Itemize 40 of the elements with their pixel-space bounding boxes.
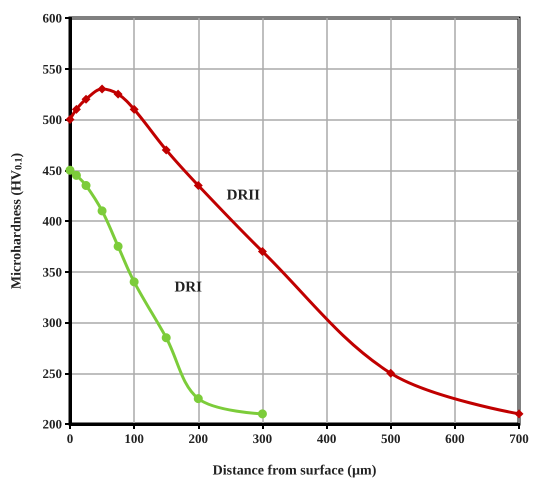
point bbox=[72, 170, 81, 180]
y-tick-label: 400 bbox=[42, 214, 62, 228]
y-tick-label: 250 bbox=[42, 366, 62, 381]
point bbox=[162, 145, 171, 154]
y-tick-label: 300 bbox=[42, 315, 62, 330]
x-tick-label: 200 bbox=[188, 431, 208, 446]
point bbox=[114, 90, 123, 99]
point bbox=[130, 104, 139, 114]
point bbox=[514, 409, 524, 418]
point bbox=[194, 394, 203, 404]
point bbox=[258, 409, 267, 418]
x-tick-label: 600 bbox=[445, 431, 465, 446]
point bbox=[66, 115, 74, 124]
y-tick-label: 450 bbox=[42, 162, 62, 178]
point bbox=[82, 94, 91, 104]
x-tick-label: 0 bbox=[66, 431, 74, 446]
x-tick-label: 500 bbox=[380, 431, 400, 446]
point bbox=[194, 180, 203, 190]
y-tick-label: 600 bbox=[42, 10, 62, 26]
series-label: DRI bbox=[174, 280, 202, 296]
point bbox=[72, 104, 81, 114]
y-tick-label: 200 bbox=[42, 416, 62, 432]
series-label: DRII bbox=[226, 187, 260, 204]
x-tick-label: 400 bbox=[316, 431, 336, 446]
x-tick-label: 300 bbox=[252, 431, 272, 446]
y-tick-label: 500 bbox=[42, 112, 62, 127]
x-tick-label: 100 bbox=[124, 431, 144, 446]
point bbox=[114, 242, 123, 251]
x-axis-title: Distance from surface (µm) bbox=[212, 464, 377, 478]
point bbox=[162, 333, 171, 342]
point bbox=[66, 166, 74, 175]
x-tick-label: 700 bbox=[509, 431, 529, 446]
point bbox=[258, 246, 267, 256]
point bbox=[386, 368, 396, 378]
point bbox=[130, 277, 139, 286]
y-axis-title: Microhardness (HV0.1) bbox=[10, 152, 24, 290]
point bbox=[98, 206, 107, 216]
y-tick-label: 350 bbox=[42, 264, 62, 280]
y-tick-label: 550 bbox=[42, 61, 62, 76]
point bbox=[82, 180, 91, 190]
